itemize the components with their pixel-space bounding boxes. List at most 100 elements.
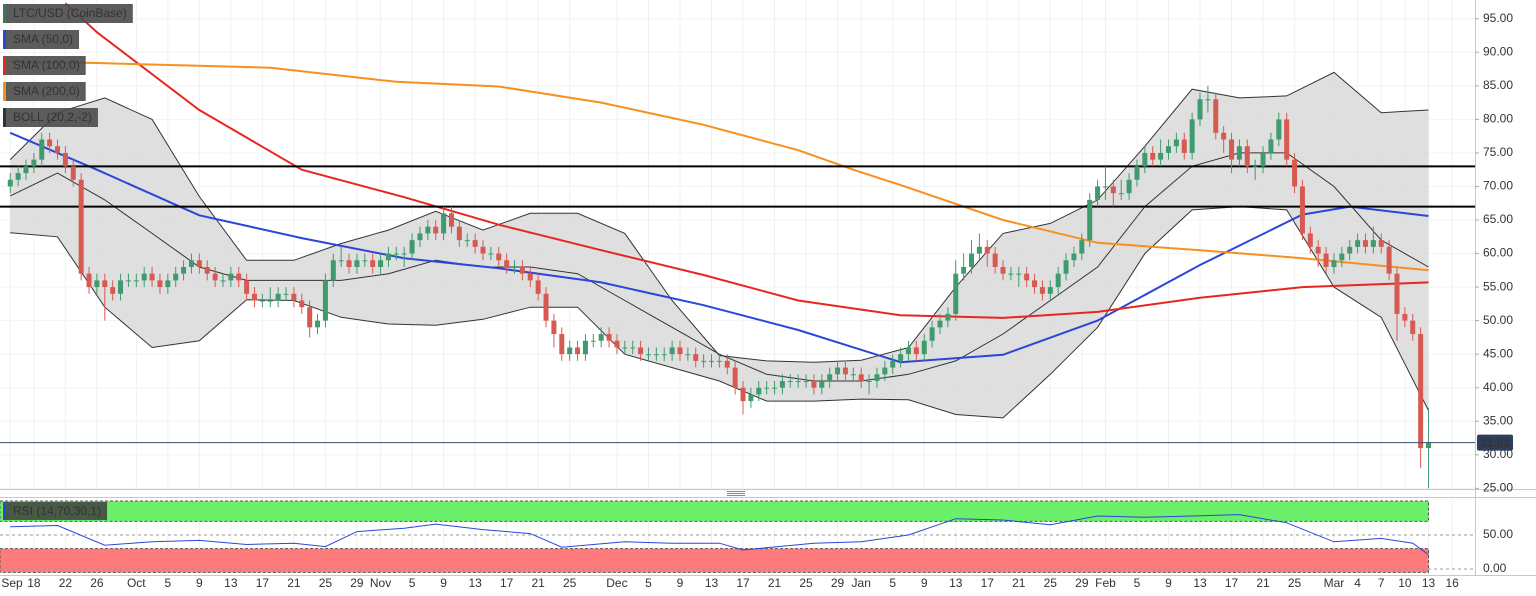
x-tick-label: 18 <box>27 576 41 590</box>
candle-body <box>1213 99 1219 133</box>
legend-item: SMA (100,0) <box>3 56 86 75</box>
x-tick-label: 29 <box>350 576 364 590</box>
candle-body <box>307 307 313 328</box>
candle-body <box>1016 273 1022 275</box>
x-tick-label: 10 <box>1398 576 1412 590</box>
candle-body <box>976 246 982 254</box>
rsi-title: RSI (14,70,30,1) <box>13 504 101 518</box>
candle-body <box>1355 240 1361 247</box>
candle-body <box>740 387 746 402</box>
x-tick-label: 21 <box>1012 576 1026 590</box>
x-tick-label: Dec <box>606 576 627 590</box>
candle-body <box>1150 152 1156 160</box>
candle-body <box>315 320 321 328</box>
x-tick-label: 22 <box>59 576 73 590</box>
candle-body <box>708 360 714 362</box>
candle-body <box>961 266 967 274</box>
candle-body <box>456 226 462 241</box>
candle-body <box>1158 152 1164 160</box>
x-tick-label: 4 <box>1354 576 1361 590</box>
candle-body <box>94 280 100 288</box>
candle-body <box>39 139 45 160</box>
y-tick-label: 90.00 <box>1483 44 1513 58</box>
candle-body <box>417 233 423 241</box>
sma-line <box>64 2 1429 319</box>
candle-body <box>188 260 194 267</box>
candle-body <box>1039 287 1045 294</box>
x-tick-label: 5 <box>164 576 171 590</box>
candle-body <box>283 293 289 295</box>
y-tick-label: 50.00 <box>1483 313 1513 327</box>
candle-body <box>1142 152 1148 167</box>
legend-label: SMA (100,0) <box>13 58 80 72</box>
candle-body <box>346 260 352 267</box>
candle-body <box>425 226 431 234</box>
legend-box <box>3 56 86 75</box>
x-tick-label: 5 <box>889 576 896 590</box>
y-tick-label: 40.00 <box>1483 380 1513 394</box>
candle-body <box>787 381 793 383</box>
candle-body <box>1173 139 1179 147</box>
candle-body <box>905 347 911 355</box>
candle-body <box>1181 139 1187 153</box>
x-tick-label: 21 <box>768 576 782 590</box>
candle-body <box>732 367 738 388</box>
candle-body <box>409 240 415 254</box>
x-tick-label: 9 <box>921 576 928 590</box>
candle-body <box>866 381 872 383</box>
candle-body <box>748 394 754 402</box>
candle-body <box>1268 139 1274 153</box>
y-tick-label: 60.00 <box>1483 246 1513 260</box>
legend-swatch <box>3 4 6 23</box>
x-tick-label: 25 <box>1288 576 1302 590</box>
candle-body <box>1244 146 1250 167</box>
candle-body <box>693 354 699 361</box>
candle-body <box>15 173 21 180</box>
candle-body <box>1299 186 1305 234</box>
candle-body <box>606 334 612 341</box>
candle-body <box>1370 240 1376 247</box>
x-tick-label: 25 <box>563 576 577 590</box>
candle-body <box>512 266 518 268</box>
candle-body <box>1339 253 1345 261</box>
candle-body <box>1347 246 1353 254</box>
candle-body <box>464 240 470 242</box>
x-tick-label: 9 <box>1165 576 1172 590</box>
candle-body <box>1102 186 1108 188</box>
candle-body <box>330 260 336 281</box>
candle-body <box>181 266 187 274</box>
candle-body <box>141 273 147 281</box>
candle-body <box>149 273 155 281</box>
last-price-box <box>1477 434 1513 451</box>
candle-body <box>1260 152 1266 167</box>
candle-body <box>1410 320 1416 335</box>
candle-body <box>653 354 659 356</box>
candle-body <box>267 300 273 302</box>
y-tick-label: 70.00 <box>1483 179 1513 193</box>
candle-body <box>827 374 833 382</box>
candle-body <box>685 354 691 356</box>
resize-handle[interactable] <box>727 491 745 496</box>
candle-body <box>945 313 951 321</box>
candle-body <box>338 260 344 262</box>
candle-body <box>669 347 675 355</box>
legend-item: BOLL (20,2,-2) <box>3 108 98 127</box>
candle-body <box>1252 166 1258 168</box>
candle-body <box>582 340 588 355</box>
legend-box <box>3 30 80 49</box>
candle-body <box>921 340 927 355</box>
candle-body <box>1071 253 1077 261</box>
x-tick-label: 7 <box>1378 576 1385 590</box>
candle-body <box>842 367 848 375</box>
candle-body <box>1229 139 1235 160</box>
candle-body <box>496 253 502 261</box>
candle-body <box>118 280 124 294</box>
candle-body <box>1000 266 1006 274</box>
x-tick-label: 5 <box>409 576 416 590</box>
candle-body <box>795 381 801 383</box>
legend-box <box>3 502 108 520</box>
candle-body <box>102 280 108 288</box>
x-tick-label: Mar <box>1324 576 1345 590</box>
candle-body <box>47 139 53 147</box>
